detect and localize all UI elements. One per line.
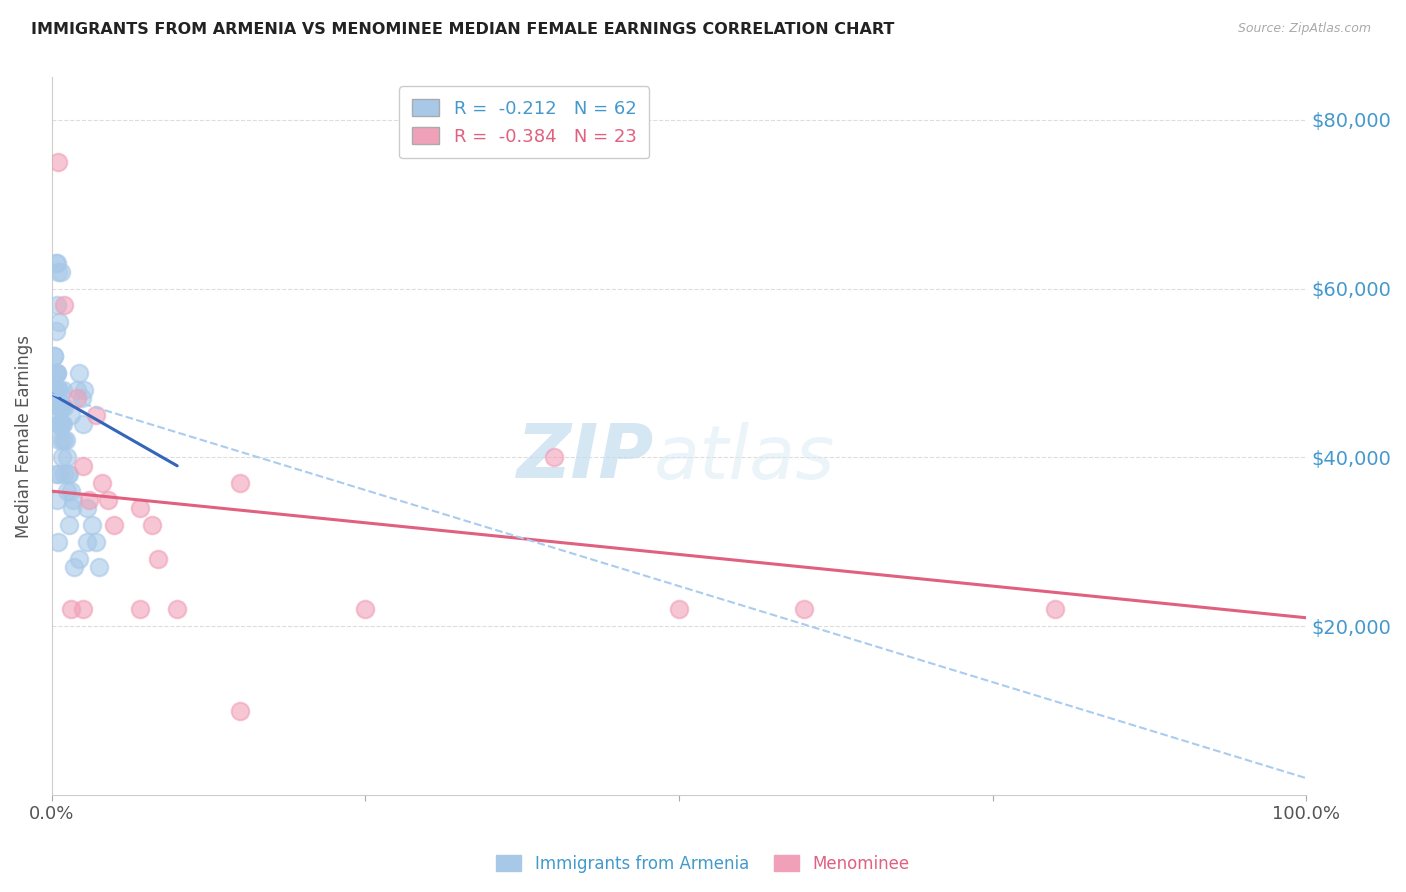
Point <box>46 383 69 397</box>
Text: Source: ZipAtlas.com: Source: ZipAtlas.com <box>1237 22 1371 36</box>
Point <box>73 383 96 397</box>
Point <box>52 417 75 431</box>
Point <box>51 417 73 431</box>
Point <box>72 602 94 616</box>
Point <box>46 400 69 414</box>
Point <box>44 467 66 482</box>
Point <box>59 484 82 499</box>
Point <box>60 501 83 516</box>
Point <box>67 366 90 380</box>
Point <box>668 602 690 616</box>
Point <box>56 484 79 499</box>
Point <box>46 417 69 431</box>
Point <box>84 408 107 422</box>
Point <box>63 560 86 574</box>
Point <box>128 501 150 516</box>
Point <box>49 400 72 414</box>
Text: ZIP: ZIP <box>516 421 654 494</box>
Point <box>44 349 66 363</box>
Point <box>48 383 70 397</box>
Point <box>72 458 94 473</box>
Point <box>44 256 66 270</box>
Point <box>56 467 79 482</box>
Point <box>128 602 150 616</box>
Point <box>48 400 70 414</box>
Point <box>62 492 84 507</box>
Point <box>45 256 67 270</box>
Point <box>97 492 120 507</box>
Point <box>103 517 125 532</box>
Point <box>52 383 75 397</box>
Point <box>543 450 565 465</box>
Point <box>46 534 69 549</box>
Point <box>51 400 73 414</box>
Point <box>80 517 103 532</box>
Point <box>46 383 69 397</box>
Point <box>55 434 77 448</box>
Point <box>44 366 66 380</box>
Point <box>44 349 66 363</box>
Point <box>53 434 76 448</box>
Point <box>44 324 66 338</box>
Point <box>141 517 163 532</box>
Text: IMMIGRANTS FROM ARMENIA VS MENOMINEE MEDIAN FEMALE EARNINGS CORRELATION CHART: IMMIGRANTS FROM ARMENIA VS MENOMINEE MED… <box>31 22 894 37</box>
Point <box>49 265 72 279</box>
Point <box>229 704 252 718</box>
Point <box>45 298 67 312</box>
Text: atlas: atlas <box>654 422 835 494</box>
Point <box>45 366 67 380</box>
Point <box>793 602 815 616</box>
Point <box>44 366 66 380</box>
Point <box>72 417 94 431</box>
Point <box>148 551 170 566</box>
Point <box>67 551 90 566</box>
Point <box>53 400 76 414</box>
Point <box>48 417 70 431</box>
Point <box>53 298 76 312</box>
Point <box>70 391 93 405</box>
Point <box>66 383 89 397</box>
Point <box>49 417 72 431</box>
Point <box>76 501 98 516</box>
Point <box>48 315 70 329</box>
Legend: Immigrants from Armenia, Menominee: Immigrants from Armenia, Menominee <box>489 848 917 880</box>
Point <box>58 517 80 532</box>
Point <box>90 475 112 490</box>
Point <box>44 383 66 397</box>
Point <box>56 450 79 465</box>
Point <box>53 467 76 482</box>
Point <box>354 602 377 616</box>
Point <box>58 467 80 482</box>
Point <box>48 467 70 482</box>
Y-axis label: Median Female Earnings: Median Female Earnings <box>15 334 32 538</box>
Point <box>45 383 67 397</box>
Point <box>84 534 107 549</box>
Point <box>45 492 67 507</box>
Point <box>166 602 188 616</box>
Point <box>51 450 73 465</box>
Point <box>66 391 89 405</box>
Point <box>45 391 67 405</box>
Point <box>1045 602 1067 616</box>
Point <box>46 265 69 279</box>
Point <box>79 492 101 507</box>
Point <box>48 417 70 431</box>
Point <box>46 154 69 169</box>
Point <box>51 434 73 448</box>
Point <box>45 366 67 380</box>
Point <box>229 475 252 490</box>
Point <box>48 434 70 448</box>
Legend: R =  -0.212   N = 62, R =  -0.384   N = 23: R = -0.212 N = 62, R = -0.384 N = 23 <box>399 87 650 159</box>
Point <box>59 602 82 616</box>
Point <box>89 560 111 574</box>
Point <box>59 408 82 422</box>
Point <box>76 534 98 549</box>
